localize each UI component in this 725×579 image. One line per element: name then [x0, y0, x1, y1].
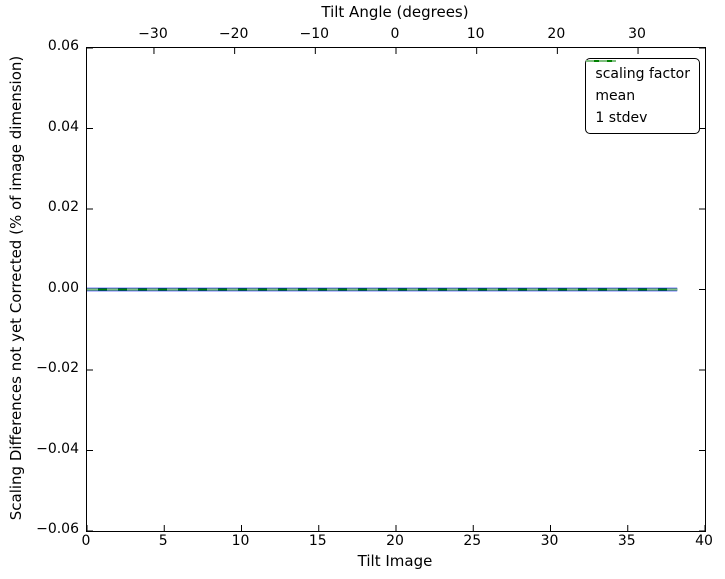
x-tick-label: 25: [463, 533, 482, 549]
legend-label: scaling factor: [595, 65, 690, 82]
x-tick-label: 35: [617, 533, 636, 549]
top-tick-label: −10: [299, 26, 330, 42]
top-tick-label: 0: [390, 26, 400, 42]
legend: scaling factor mean 1 stdev: [585, 58, 700, 134]
top-tick-label: 10: [466, 26, 485, 42]
y-tick-label: 0.00: [47, 279, 79, 296]
x-tick-label: 20: [386, 533, 404, 549]
legend-entry: mean: [586, 60, 690, 105]
legend-line-sample: [586, 60, 617, 62]
legend-entry: scaling factor: [586, 60, 690, 83]
y-tick-label: −0.02: [36, 360, 79, 376]
x-tick-label: 5: [158, 533, 168, 549]
y-tick-label: 0.04: [47, 118, 79, 135]
y-tick-label: 0.02: [47, 199, 79, 215]
top-tick-label: 20: [547, 26, 566, 42]
top-axis-title: Tilt Angle (degrees): [321, 3, 469, 21]
legend-entry: 1 stdev: [586, 60, 690, 127]
x-tick-label: 15: [308, 533, 327, 549]
top-tick-label: −30: [138, 26, 168, 42]
y-tick-label: −0.04: [36, 440, 79, 457]
x-tick-label: 40: [695, 533, 713, 549]
legend-label: mean: [595, 87, 636, 104]
x-tick-label: 0: [81, 533, 91, 549]
plot-area: scaling factor mean 1 stdev: [86, 47, 706, 532]
y-tick-label: −0.06: [36, 521, 79, 537]
top-tick-label: −20: [218, 26, 249, 42]
plot-canvas: [87, 48, 705, 531]
x-tick-label: 30: [540, 533, 559, 549]
bottom-axis-title: Tilt Image: [357, 552, 433, 570]
legend-label: 1 stdev: [595, 109, 648, 126]
y-tick-label: 0.06: [47, 38, 79, 54]
x-tick-label: 10: [231, 533, 250, 549]
top-tick-label: 30: [628, 26, 646, 42]
